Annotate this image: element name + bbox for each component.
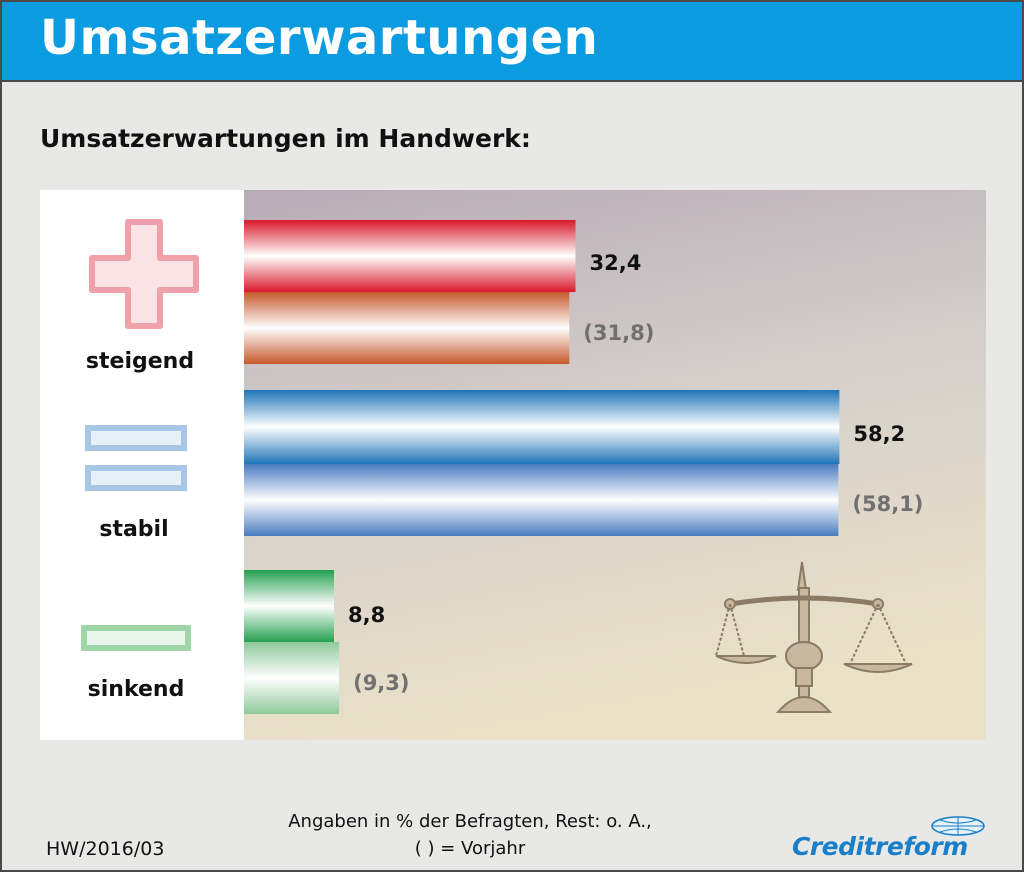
value-label-stabil-previous: (58,1) [852, 492, 923, 516]
bar-stabil-previous [244, 464, 839, 536]
bar-stabil-current [244, 390, 840, 464]
bar-sinkend-current [244, 570, 334, 642]
plus-icon [89, 219, 199, 329]
category-label-stabil: stabil [99, 517, 168, 542]
publication-code: HW/2016/03 [46, 838, 165, 860]
balance-scale-icon [715, 561, 913, 713]
category-label-sinkend: sinkend [88, 677, 185, 702]
bar-sinkend-previous [244, 642, 340, 714]
chart-title: Umsatzerwartungen im Handwerk: [40, 124, 531, 153]
source-note: Angaben in % der Befragten, Rest: o. A.,… [270, 808, 670, 862]
bar-chart: steigend stabil sinkend 32,4 (31,8) 58,2… [40, 190, 986, 740]
value-label-sinkend-previous: (9,3) [353, 671, 409, 695]
value-label-steigend-current: 32,4 [590, 251, 642, 275]
bar-steigend-previous [244, 292, 570, 364]
bar-steigend-current [244, 220, 576, 292]
equals-icon [85, 425, 187, 491]
banner-title: Umsatzerwartungen [40, 10, 599, 66]
title-banner: Umsatzerwartungen [2, 2, 1022, 82]
source-note-line2: ( ) = Vorjahr [414, 838, 526, 859]
value-label-steigend-previous: (31,8) [583, 321, 654, 345]
brand-name: Creditreform [792, 832, 968, 861]
value-label-sinkend-current: 8,8 [348, 603, 385, 627]
value-label-stabil-current: 58,2 [853, 422, 905, 446]
logo-globe-icon [931, 816, 985, 836]
creditreform-logo: Creditreform [792, 814, 992, 864]
category-label-steigend: steigend [86, 349, 194, 374]
source-note-line1: Angaben in % der Befragten, Rest: o. A., [288, 811, 652, 832]
minus-icon [81, 625, 191, 651]
